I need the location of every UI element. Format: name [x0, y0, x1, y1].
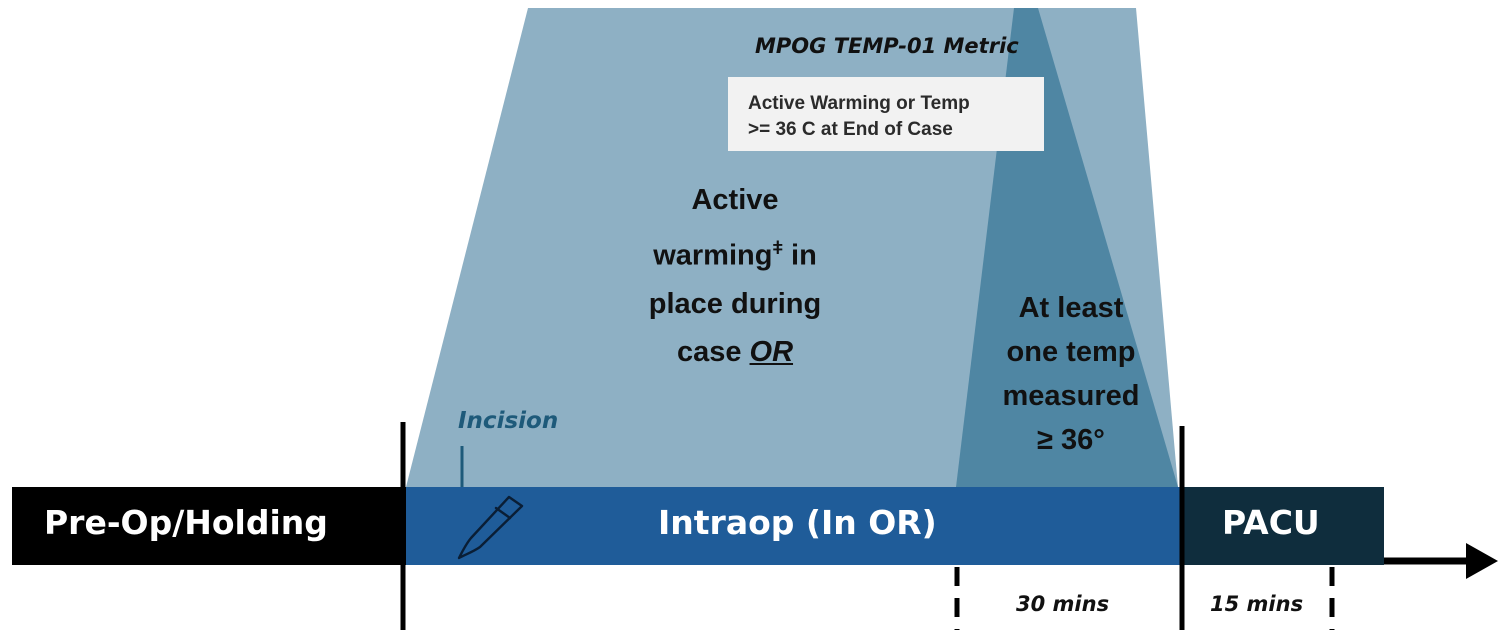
preop-bar	[12, 487, 406, 565]
intraop-bar	[406, 487, 1182, 565]
metric-definition-box: Active Warming or Temp >= 36 C at End of…	[728, 77, 1044, 151]
temp-line-3: measured	[1002, 380, 1140, 412]
duration-15-mins: 15 mins	[1210, 592, 1304, 616]
footnote-mark: ǂ	[772, 238, 783, 258]
temp-line-2: one temp	[1006, 336, 1136, 368]
metric-title: MPOG TEMP-01 Metric	[755, 34, 1019, 58]
duration-30-mins: 30 mins	[1016, 592, 1110, 616]
incision-label: Incision	[458, 408, 559, 434]
phase-label-intraop: Intraop (In OR)	[658, 503, 937, 542]
active-warming-line-2: warmingǂ in	[580, 224, 890, 280]
active-warming-line-1: Active	[691, 184, 779, 216]
timeline-arrow-head	[1466, 543, 1498, 579]
temp-line-4: ≥ 36°	[1037, 424, 1105, 456]
phase-label-preop: Pre-Op/Holding	[44, 503, 328, 542]
active-warming-word: warming	[653, 239, 773, 272]
active-warming-case: case	[676, 335, 750, 368]
active-warming-criterion: Active warmingǂ in place during case OR	[580, 176, 890, 376]
active-warming-suffix: in	[782, 239, 817, 272]
active-warming-line-3: place during	[648, 287, 822, 320]
scalpel-icon	[457, 495, 524, 560]
temperature-criterion: At least one temp measured ≥ 36°	[958, 286, 1184, 462]
temp-line-1: At least	[1018, 292, 1124, 324]
phase-label-pacu: PACU	[1222, 503, 1320, 542]
metric-definition-line-2: >= 36 C at End of Case	[748, 119, 953, 140]
metric-definition-line-1: Active Warming or Temp	[748, 93, 970, 114]
pacu-bar	[1182, 487, 1384, 565]
active-warming-line-4: case OR	[580, 328, 890, 376]
or-connector: OR	[749, 335, 794, 368]
